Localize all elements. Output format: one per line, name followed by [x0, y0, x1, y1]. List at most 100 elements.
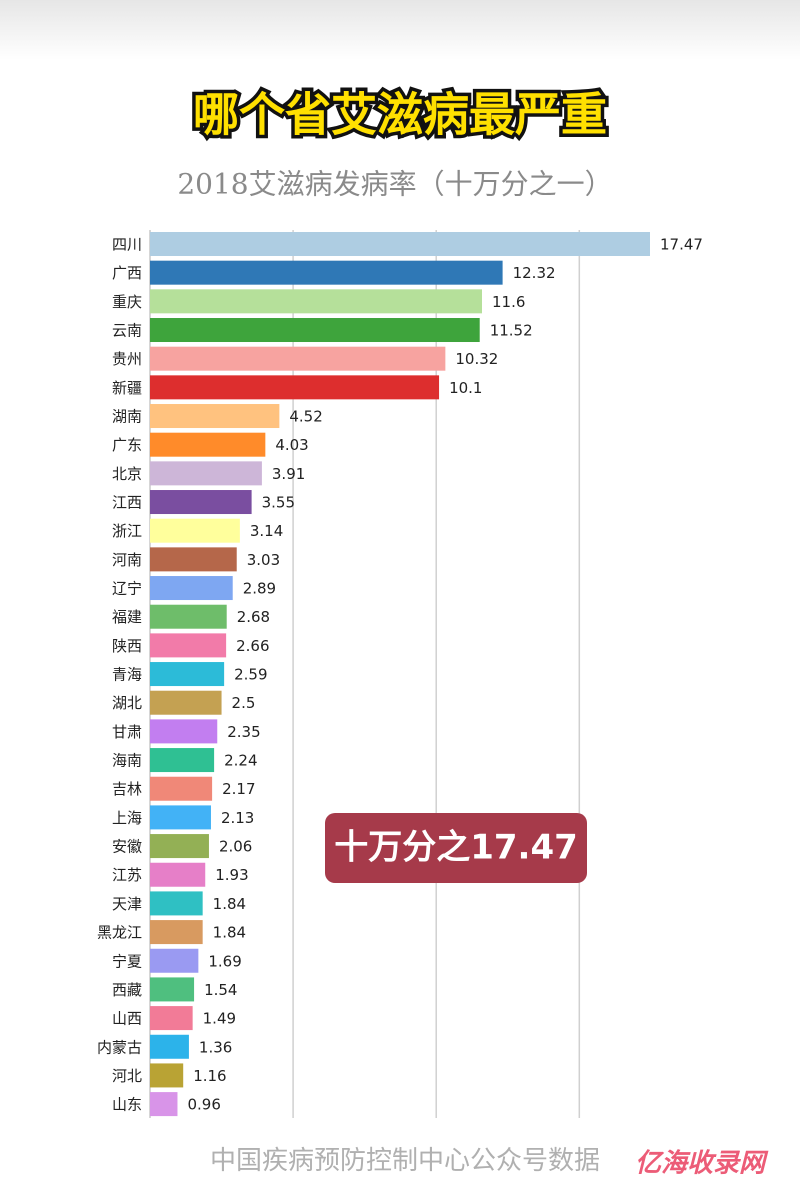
- value-label: 1.93: [215, 866, 248, 884]
- bar: [150, 1006, 193, 1031]
- value-label: 2.5: [232, 694, 256, 712]
- value-label: 12.32: [513, 264, 556, 282]
- value-label: 4.03: [275, 436, 308, 454]
- bar: [150, 776, 213, 801]
- y-tick-label: 新疆: [112, 379, 142, 397]
- bar: [150, 1092, 178, 1117]
- y-tick-label: 上海: [112, 809, 142, 827]
- y-tick-label: 山西: [112, 1010, 142, 1028]
- value-label: 11.6: [492, 293, 525, 311]
- bar: [150, 834, 209, 859]
- value-label: 4.52: [289, 408, 322, 426]
- y-tick-label: 吉林: [112, 780, 142, 798]
- y-tick-label: 陕西: [112, 637, 142, 655]
- value-label: 1.84: [213, 895, 246, 913]
- bar: [150, 690, 222, 715]
- bar: [150, 346, 446, 371]
- bar: [150, 662, 225, 687]
- value-label: 2.17: [222, 780, 255, 798]
- value-label: 2.13: [221, 809, 254, 827]
- chart-subtitle: 2018艾滋病发病率（十万分之一）: [177, 168, 612, 201]
- y-tick-label: 福建: [112, 608, 142, 626]
- value-label: 17.47: [660, 236, 703, 254]
- y-tick-label: 山东: [112, 1096, 142, 1114]
- bar: [150, 260, 503, 285]
- y-tick-label: 黑龙江: [97, 924, 142, 942]
- y-tick-label: 河南: [112, 551, 142, 569]
- y-tick-label: 西藏: [112, 981, 142, 999]
- bar: [150, 891, 203, 916]
- value-label: 2.59: [234, 666, 267, 684]
- bar: [150, 518, 240, 543]
- value-label: 1.36: [199, 1038, 232, 1056]
- bar: [150, 633, 227, 658]
- value-label: 3.55: [262, 494, 295, 512]
- bar: [150, 404, 280, 429]
- y-tick-label: 海南: [112, 752, 142, 770]
- value-label: 2.89: [243, 580, 276, 598]
- y-tick-label: 广西: [112, 264, 142, 282]
- value-label: 2.68: [237, 608, 270, 626]
- bar: [150, 432, 266, 457]
- value-label: 1.16: [193, 1067, 226, 1085]
- value-label: 1.54: [204, 981, 237, 999]
- bar: [150, 948, 199, 973]
- top-fade: [0, 0, 800, 60]
- y-tick-label: 浙江: [112, 522, 142, 540]
- value-label: 2.35: [227, 723, 260, 741]
- value-label: 11.52: [490, 322, 533, 340]
- y-tick-label: 云南: [112, 322, 142, 340]
- bar: [150, 289, 482, 314]
- bar: [150, 576, 233, 601]
- y-tick-label: 北京: [112, 465, 142, 483]
- bar: [150, 805, 211, 830]
- value-label: 2.66: [236, 637, 269, 655]
- y-tick-label: 辽宁: [112, 580, 142, 598]
- value-label: 2.24: [224, 752, 257, 770]
- value-label: 10.1: [449, 379, 482, 397]
- value-label: 3.91: [272, 465, 305, 483]
- bar: [150, 232, 650, 256]
- value-label: 3.03: [247, 551, 280, 569]
- y-tick-label: 湖南: [112, 408, 142, 426]
- value-label: 1.49: [203, 1010, 236, 1028]
- value-label: 3.14: [250, 522, 283, 540]
- chart-title: 哪个省艾滋病最严重: [193, 88, 607, 142]
- y-tick-label: 宁夏: [112, 952, 142, 970]
- y-tick-label: 江西: [112, 494, 142, 512]
- bar: [150, 920, 203, 945]
- y-tick-label: 湖北: [112, 694, 142, 712]
- y-tick-label: 广东: [112, 436, 142, 454]
- annotation-box: [325, 813, 587, 883]
- y-tick-label: 江苏: [112, 866, 142, 884]
- value-label: 1.69: [208, 952, 241, 970]
- y-tick-label: 贵州: [112, 350, 142, 368]
- value-label: 2.06: [219, 838, 252, 856]
- bar: [150, 1063, 184, 1088]
- y-tick-label: 重庆: [112, 293, 142, 311]
- value-label: 10.32: [455, 350, 498, 368]
- bar: [150, 318, 480, 343]
- bar: [150, 461, 262, 486]
- y-tick-label: 四川: [112, 236, 142, 254]
- value-label: 1.84: [213, 924, 246, 942]
- bar: [150, 862, 206, 887]
- y-tick-label: 河北: [112, 1067, 142, 1085]
- bar: [150, 375, 440, 400]
- plot-area: 四川 17.47 广西 12.32 重庆 11.6 云南 11.52 贵州 10.32 新疆 10.1…: [97, 230, 703, 1118]
- y-tick-label: 甘肃: [112, 723, 142, 741]
- value-label: 0.96: [187, 1096, 220, 1114]
- bar: [150, 1034, 189, 1059]
- bar: [150, 604, 227, 629]
- bar: [150, 977, 195, 1002]
- y-tick-label: 天津: [112, 895, 142, 913]
- y-tick-label: 内蒙古: [97, 1038, 142, 1056]
- watermark: 亿海收录网: [635, 1149, 769, 1179]
- y-tick-label: 安徽: [112, 838, 142, 856]
- bar: [150, 490, 252, 515]
- bar: [150, 547, 237, 572]
- bar: [150, 748, 215, 773]
- source: 中国疾病预防控制中心公众号数据: [210, 1146, 600, 1176]
- y-tick-label: 青海: [112, 666, 142, 684]
